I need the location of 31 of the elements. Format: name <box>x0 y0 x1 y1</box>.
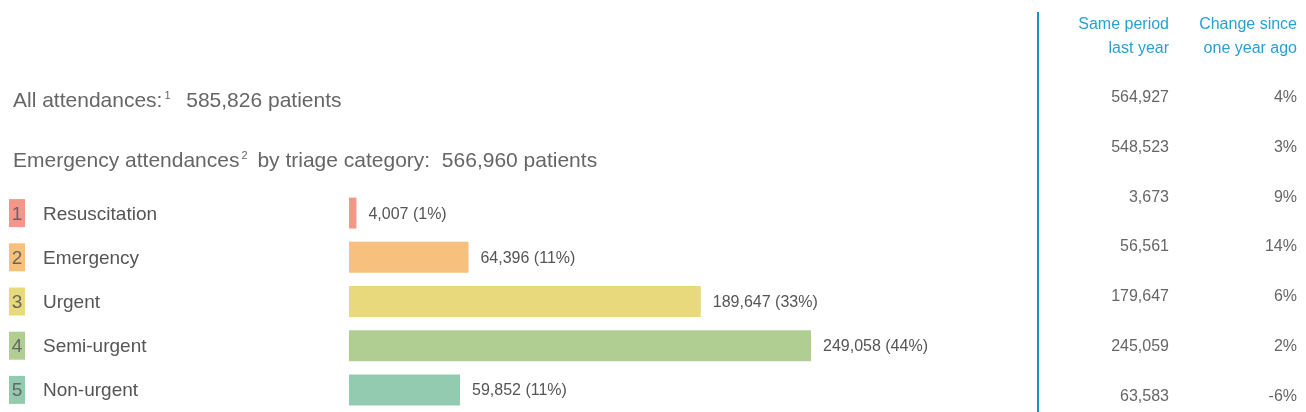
bar <box>349 330 811 362</box>
text: 3,673 <box>1127 186 1169 207</box>
y-tick-label: 5 Non-urgent <box>11 379 139 401</box>
y-tick-label: 3 Urgent <box>11 291 101 312</box>
bar <box>349 374 461 406</box>
text: 4% <box>1272 87 1297 107</box>
data-label: 249,058 (44%) <box>823 337 928 355</box>
bar <box>349 286 701 317</box>
text: 6% <box>1272 286 1297 307</box>
text: 14% <box>1263 236 1297 257</box>
y-tick-label: 1 Resuscitation <box>11 202 158 224</box>
data-label: 59,852 (11%) <box>472 381 567 399</box>
data-label: 64,396 (11%) <box>480 248 576 266</box>
bar <box>349 241 469 273</box>
bar <box>349 197 357 229</box>
text: 548,523 <box>1110 136 1169 157</box>
text: 179,647 <box>1110 286 1169 307</box>
data-label: 189,647 (33%) <box>712 293 818 310</box>
data-label: 4,007 (1%) <box>368 204 447 222</box>
text: Same period last year <box>1077 14 1169 58</box>
text: 63,583 <box>1119 385 1169 406</box>
text: 2% <box>1272 336 1297 356</box>
y-tick-label: 4 Semi-urgent <box>11 335 148 357</box>
text: 564,927 <box>1110 87 1169 107</box>
text: 3% <box>1272 136 1297 157</box>
y-tick-label: 2 Emergency <box>11 246 140 268</box>
text: Change since one year ago <box>1198 14 1297 58</box>
text: -6% <box>1267 385 1297 406</box>
text: 56,561 <box>1119 236 1169 257</box>
text: 9% <box>1272 186 1297 207</box>
text: 245,059 <box>1110 336 1169 356</box>
